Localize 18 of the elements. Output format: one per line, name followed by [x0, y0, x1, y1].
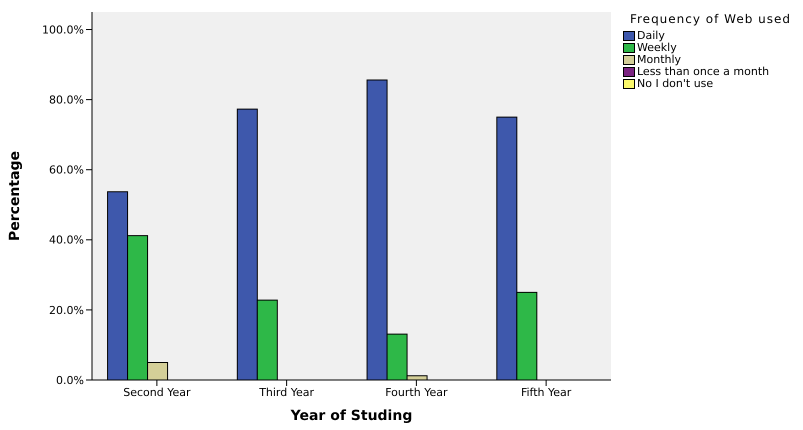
y-axis-title: Percentage — [6, 150, 23, 242]
y-tick-label: 60.0% — [49, 164, 84, 177]
legend-label: Weekly — [637, 41, 677, 54]
y-tick-label: 40.0% — [49, 234, 84, 247]
y-tick-label: 80.0% — [49, 94, 84, 107]
legend-label: Monthly — [637, 53, 682, 66]
legend-label: No I don't use — [637, 77, 714, 90]
x-tick-label: Second Year — [123, 386, 191, 399]
x-tick-label: Fifth Year — [520, 386, 572, 399]
y-tick-label: 0.0% — [56, 374, 84, 387]
y-tick-label: 20.0% — [49, 304, 84, 317]
x-tick-label: Fourth Year — [385, 386, 448, 399]
legend-label: Less than once a month — [637, 65, 770, 78]
legend-label: Daily — [637, 29, 665, 42]
legend-title: Frequency of Web used — [628, 12, 792, 26]
x-axis-title: Year of Studing — [290, 408, 412, 424]
y-tick-label: 100.0% — [42, 23, 84, 36]
x-tick-label: Third Year — [258, 386, 315, 399]
